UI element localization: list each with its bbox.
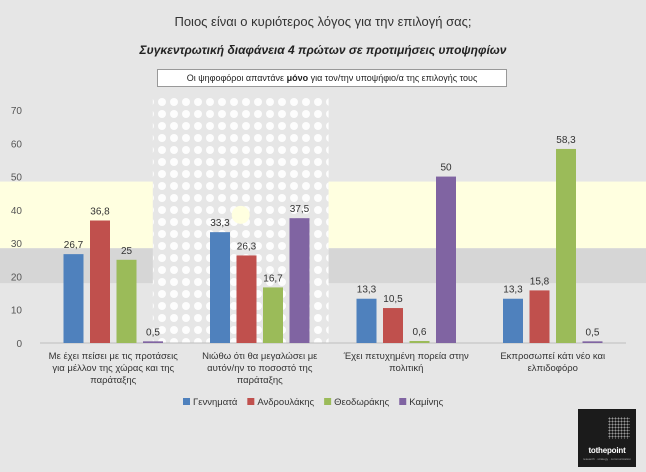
note-text-bold: μόνο <box>286 73 309 83</box>
bar <box>289 218 310 343</box>
legend-label: Ανδρουλάκης <box>257 397 314 408</box>
band-dot-marker <box>231 205 250 224</box>
data-label: 16,7 <box>263 273 283 284</box>
bar <box>356 298 377 343</box>
y-tick-label: 20 <box>11 272 23 283</box>
data-label: 33,3 <box>210 218 230 229</box>
bar <box>556 148 576 343</box>
category-label: Με έχει πείσει με τις προτάσεις για μέλλο… <box>49 351 179 386</box>
category-label-line: αυτόν/ην το ποσοστό της <box>207 363 313 374</box>
data-label: 13,3 <box>357 285 377 296</box>
y-tick-label: 0 <box>16 339 22 350</box>
data-label: 0,5 <box>586 327 600 338</box>
tothepoint-logo: tothepoint research · strategy · communi… <box>578 409 636 467</box>
data-label: 58,3 <box>556 135 576 146</box>
note-text-before: Οι ψηφοφόροι απαντάνε <box>186 73 287 83</box>
data-label: 50 <box>440 163 452 174</box>
category-label-line: Έχει πετυχημένη πορεία στην <box>343 351 469 362</box>
category-label-line: Εκπροσωπεί κάτι νέο και <box>500 351 605 362</box>
bar <box>409 341 430 343</box>
y-tick-label: 40 <box>11 206 23 217</box>
y-tick-label: 70 <box>11 106 23 117</box>
bar <box>236 255 257 343</box>
legend-swatch <box>399 398 407 405</box>
legend-swatch <box>324 398 332 405</box>
chart-subtitle: Συγκεντρωτική διαφάνεια 4 πρώτων σε προτ… <box>139 43 507 57</box>
logo-dot-grid-icon <box>608 417 630 439</box>
legend-label: Γεννηματά <box>193 397 238 408</box>
legend-label: Θεοδωράκης <box>334 397 390 408</box>
y-tick-label: 50 <box>11 173 23 184</box>
category-label-line: παράταξης <box>237 375 283 386</box>
data-label: 0,5 <box>146 327 160 338</box>
category-label: Έχει πετυχημένη πορεία στην πολιτική <box>343 351 469 374</box>
logo-text: tothepoint <box>588 446 626 455</box>
bar <box>383 308 403 343</box>
legend-label: Καμίνης <box>409 397 443 408</box>
legend-swatch <box>183 398 190 405</box>
bar <box>210 232 230 343</box>
bar <box>263 287 283 343</box>
data-label: 37,5 <box>290 204 310 215</box>
legend-swatch <box>247 398 255 405</box>
bar <box>503 298 523 343</box>
highlight-band <box>328 181 646 249</box>
category-label: Νιώθω ότι θα μεγαλώσει με αυτόν/ην το ποσ… <box>202 351 318 386</box>
data-label: 26,7 <box>64 240 84 251</box>
bar <box>582 341 603 343</box>
y-tick-label: 60 <box>11 139 23 150</box>
category-label: Εκπροσωπεί κάτι νέο και ελπιδοφόρο <box>500 351 605 374</box>
category-label-line: Νιώθω ότι θα μεγαλώσει με <box>202 351 318 362</box>
y-tick-label: 10 <box>11 306 23 317</box>
data-label: 26,3 <box>237 241 257 252</box>
data-label: 15,8 <box>530 276 550 287</box>
data-label: 36,8 <box>90 207 110 218</box>
logo-tagline: research · strategy · communication <box>583 457 631 461</box>
data-label: 13,3 <box>503 285 523 296</box>
bar <box>63 254 84 343</box>
grey-band <box>328 248 646 284</box>
data-label: 10,5 <box>383 294 403 305</box>
data-label: 25 <box>121 246 133 257</box>
highlight-band <box>0 181 153 249</box>
bar <box>143 341 163 343</box>
category-label-line: για μέλλον της χώρας και της <box>52 363 174 374</box>
category-label-line: παράταξης <box>90 375 136 386</box>
respondent-note: Οι ψηφοφόροι απαντάνε μόνο για τον/την υ… <box>157 69 507 87</box>
category-label-line: πολιτική <box>389 363 423 374</box>
bar <box>90 220 110 343</box>
note-text-after: για τον/την υποψήφιο/α της επιλογής τους <box>308 73 478 83</box>
question-title: Ποιος είναι ο κυριότερος λόγος για την ε… <box>174 14 472 29</box>
category-label-line: ελπιδοφόρο <box>528 363 578 374</box>
bar <box>529 290 550 343</box>
data-label: 0,6 <box>413 327 427 338</box>
y-tick-label: 30 <box>11 239 23 250</box>
category-label-line: Με έχει πείσει με τις προτάσεις <box>49 351 179 362</box>
bar <box>436 176 456 343</box>
bar <box>116 259 137 343</box>
